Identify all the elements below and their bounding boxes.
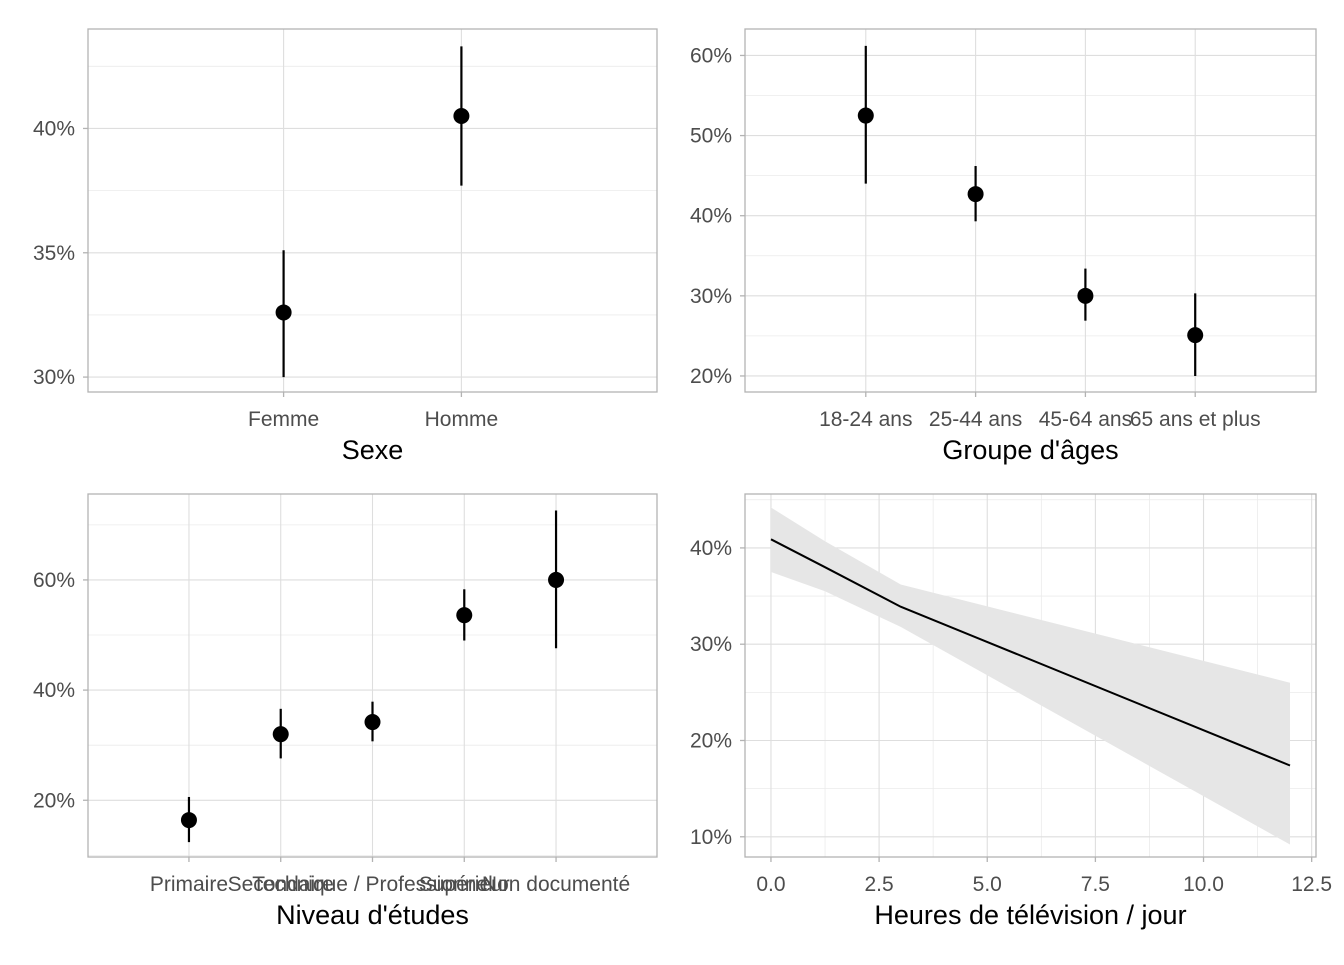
- x-tick-label: 5.0: [973, 873, 1002, 896]
- y-tick-label: 40%: [33, 679, 75, 702]
- y-tick-label: 60%: [33, 569, 75, 592]
- data-point: [456, 607, 473, 624]
- panel-2: 20% 30% 40% 50% 60% 18-24 ans 25-44 ans 45-64 a…: [690, 28, 1317, 465]
- y-tick-label: 20%: [690, 365, 732, 388]
- y-tick-label: 50%: [690, 125, 732, 148]
- x-tick-label: Primaire: [150, 873, 228, 896]
- x-tick-label: 25-44 ans: [929, 408, 1022, 431]
- x-axis-title: Heures de télévision / jour: [874, 900, 1186, 930]
- x-tick-label: 18-24 ans: [819, 408, 912, 431]
- data-point: [364, 714, 381, 731]
- y-tick-label: 60%: [690, 44, 732, 67]
- data-point: [548, 571, 565, 588]
- y-tick-label: 20%: [690, 729, 732, 752]
- x-tick-label: Secondaire: [228, 873, 334, 896]
- confidence-band: [771, 507, 1290, 845]
- y-tick-label: 30%: [690, 285, 732, 308]
- y-tick-label: 40%: [690, 537, 732, 560]
- x-tick-label: Homme: [425, 408, 499, 431]
- y-tick-label: 30%: [690, 633, 732, 656]
- x-tick-label: 65 ans et plus: [1130, 408, 1261, 431]
- x-tick-label: Femme: [248, 408, 319, 431]
- data-point: [453, 108, 470, 125]
- data-point: [857, 107, 874, 124]
- data-point: [272, 726, 289, 743]
- series-line: [770, 538, 1291, 767]
- data-point: [1077, 287, 1094, 304]
- x-tick-label: Technique / Professionnel: [252, 873, 493, 896]
- y-tick-label: 20%: [33, 789, 75, 812]
- y-tick-label: 10%: [690, 826, 732, 849]
- x-tick-label: 10.0: [1183, 873, 1224, 896]
- panel-frame: [87, 28, 658, 393]
- x-axis-title: Sexe: [342, 435, 404, 465]
- y-tick-label: 40%: [33, 117, 75, 140]
- x-axis-title: Groupe d'âges: [942, 435, 1118, 465]
- panel-1: 30% 35% 40% Femme Homme Sexe: [33, 28, 658, 465]
- y-tick-label: 40%: [690, 205, 732, 228]
- data-point: [275, 304, 292, 321]
- x-tick-label: 2.5: [864, 873, 893, 896]
- panel-4: 10% 20% 30% 40% 0.0 2.5 5.0 7.5 10.0 12.5 Heures d…: [690, 493, 1332, 930]
- x-tick-label: 0.0: [756, 873, 785, 896]
- y-tick-label: 30%: [33, 366, 75, 389]
- data-point: [1187, 327, 1204, 344]
- panel-frame: [744, 493, 1317, 858]
- x-axis-title: Niveau d'études: [276, 900, 469, 930]
- y-tick-label: 35%: [33, 242, 75, 265]
- data-point: [180, 812, 197, 829]
- data-point: [967, 186, 984, 203]
- x-tick-label: Non documenté: [482, 873, 630, 896]
- x-tick-label: 7.5: [1081, 873, 1110, 896]
- x-tick-label: 12.5: [1291, 873, 1332, 896]
- panel-frame: [744, 28, 1317, 393]
- x-tick-label: 45-64 ans: [1039, 408, 1132, 431]
- x-tick-label: Supérieur: [419, 873, 510, 896]
